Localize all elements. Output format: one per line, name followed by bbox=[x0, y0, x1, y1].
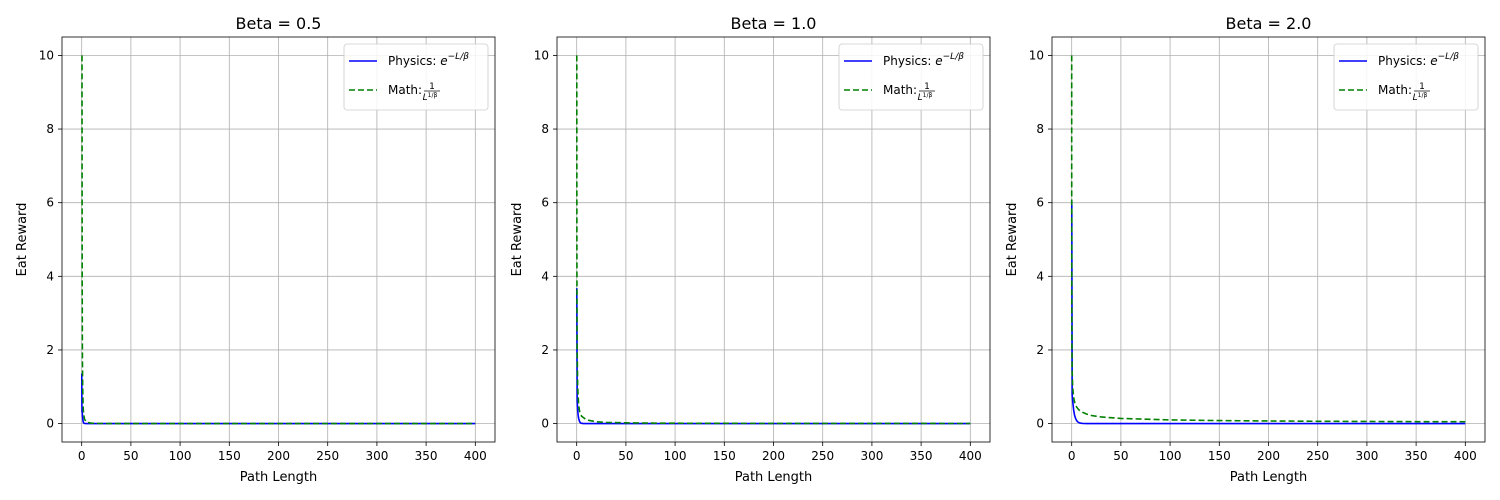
x-tick-label: 50 bbox=[1113, 449, 1128, 463]
x-tick-label: 200 bbox=[762, 449, 785, 463]
y-tick-label: 6 bbox=[1036, 196, 1044, 210]
fraction-exponent: 1/β bbox=[923, 92, 933, 99]
x-tick-label: 50 bbox=[618, 449, 633, 463]
legend-entry-physics: Physics: e−L/β bbox=[388, 52, 469, 68]
x-tick-label: 0 bbox=[1068, 449, 1076, 463]
x-tick-label: 200 bbox=[267, 449, 290, 463]
y-tick-label: 2 bbox=[46, 343, 54, 357]
chart-title: Beta = 1.0 bbox=[731, 14, 817, 33]
fraction-numerator: 1 bbox=[429, 82, 435, 92]
x-tick-label: 350 bbox=[1405, 449, 1428, 463]
legend-entry-physics: Physics: e−L/β bbox=[883, 52, 964, 68]
y-tick-label: 4 bbox=[46, 269, 54, 283]
x-tick-label: 350 bbox=[415, 449, 438, 463]
x-tick-label: 150 bbox=[218, 449, 241, 463]
legend: Physics: e−L/β Math: 1L1/β bbox=[838, 43, 984, 111]
y-tick-label: 4 bbox=[1036, 269, 1044, 283]
x-axis-label: Path Length bbox=[735, 470, 813, 485]
plot-frame bbox=[556, 36, 991, 443]
y-tick-label: 8 bbox=[541, 122, 549, 136]
chart-title: Beta = 0.5 bbox=[236, 14, 322, 33]
legend-entry-physics: Physics: e−L/β bbox=[1378, 52, 1459, 68]
fraction-denominator: L1/β bbox=[423, 92, 438, 103]
x-tick-label: 0 bbox=[573, 449, 581, 463]
fraction-numerator: 1 bbox=[924, 82, 930, 92]
x-tick-label: 250 bbox=[811, 449, 834, 463]
x-tick-label: 300 bbox=[860, 449, 883, 463]
formula-base: e bbox=[935, 54, 942, 68]
y-tick-label: 10 bbox=[534, 48, 549, 62]
chart-panel-3: 0 50 100 150 200 250 300 350 400 0 2 4 6 8 10 Beta = 2.… bbox=[1005, 14, 1486, 485]
y-tick-label: 0 bbox=[46, 417, 54, 431]
y-tick-label: 0 bbox=[1036, 417, 1044, 431]
fraction-denominator: L1/β bbox=[1413, 92, 1428, 103]
x-tick-label: 300 bbox=[365, 449, 388, 463]
legend-box bbox=[1333, 43, 1479, 111]
chart-panel-1: 0 50 100 150 200 250 300 350 400 0 2 4 6 8 10 Beta = 0.… bbox=[15, 14, 496, 485]
series-line-math bbox=[1070, 55, 1466, 423]
fraction-numerator: 1 bbox=[1419, 82, 1425, 92]
y-axis-label: Eat Reward bbox=[510, 203, 525, 277]
legend-box bbox=[343, 43, 489, 111]
fraction-denominator: L1/β bbox=[918, 92, 933, 103]
x-tick-label: 400 bbox=[959, 449, 982, 463]
y-tick-label: 6 bbox=[541, 196, 549, 210]
series-line-math bbox=[81, 55, 476, 425]
x-tick-label: 150 bbox=[713, 449, 736, 463]
y-tick-label: 8 bbox=[1036, 122, 1044, 136]
legend: Physics: e−L/β Math: 1L1/β bbox=[1333, 43, 1479, 111]
legend-entry-math: Math: bbox=[883, 83, 917, 97]
x-tick-label: 100 bbox=[169, 449, 192, 463]
x-tick-label: 250 bbox=[316, 449, 339, 463]
formula-exponent: −L/β bbox=[1438, 52, 1460, 62]
y-tick-label: 10 bbox=[39, 48, 54, 62]
plot-frame bbox=[61, 36, 496, 443]
series-line-physics bbox=[80, 373, 476, 425]
legend: Physics: e−L/β Math: 1L1/β bbox=[343, 43, 489, 111]
x-tick-label: 100 bbox=[664, 449, 687, 463]
legend-label: Physics: bbox=[883, 54, 935, 68]
plot-frame bbox=[1051, 36, 1486, 443]
formula-base: e bbox=[440, 54, 447, 68]
y-tick-label: 6 bbox=[46, 196, 54, 210]
legend-entry-math: Math: bbox=[1378, 83, 1412, 97]
y-axis-label: Eat Reward bbox=[15, 203, 30, 277]
chart-title: Beta = 2.0 bbox=[1226, 14, 1312, 33]
x-tick-label: 400 bbox=[1454, 449, 1477, 463]
x-tick-label: 250 bbox=[1306, 449, 1329, 463]
legend-box bbox=[838, 43, 984, 111]
formula-exponent: −L/β bbox=[448, 52, 470, 62]
legend-entry-math: Math: bbox=[388, 83, 422, 97]
series-line-physics bbox=[1070, 200, 1466, 425]
formula-base: e bbox=[1430, 54, 1437, 68]
legend-label: Math: bbox=[1378, 83, 1412, 97]
fraction-exponent: 1/β bbox=[428, 92, 438, 99]
x-tick-label: 0 bbox=[78, 449, 86, 463]
x-tick-label: 100 bbox=[1159, 449, 1182, 463]
x-axis-label: Path Length bbox=[240, 470, 318, 485]
legend-label: Math: bbox=[883, 83, 917, 97]
x-tick-label: 200 bbox=[1257, 449, 1280, 463]
y-tick-label: 8 bbox=[46, 122, 54, 136]
y-tick-label: 2 bbox=[1036, 343, 1044, 357]
formula-exponent: −L/β bbox=[943, 52, 965, 62]
x-tick-label: 350 bbox=[910, 449, 933, 463]
x-tick-label: 400 bbox=[464, 449, 487, 463]
chart-panel-2: 0 50 100 150 200 250 300 350 400 0 2 4 6 8 10 Beta = 1.… bbox=[510, 14, 991, 485]
x-tick-label: 50 bbox=[123, 449, 138, 463]
x-axis-label: Path Length bbox=[1230, 470, 1308, 485]
y-tick-label: 4 bbox=[541, 269, 549, 283]
legend-label: Physics: bbox=[388, 54, 440, 68]
y-tick-label: 10 bbox=[1029, 48, 1044, 62]
series-line-math bbox=[575, 55, 971, 425]
y-axis-label: Eat Reward bbox=[1005, 203, 1020, 277]
x-tick-label: 300 bbox=[1355, 449, 1378, 463]
y-tick-label: 0 bbox=[541, 417, 549, 431]
x-tick-label: 150 bbox=[1208, 449, 1231, 463]
fraction-exponent: 1/β bbox=[1418, 92, 1428, 99]
legend-label: Math: bbox=[388, 83, 422, 97]
legend-label: Physics: bbox=[1378, 54, 1430, 68]
y-tick-label: 2 bbox=[541, 343, 549, 357]
